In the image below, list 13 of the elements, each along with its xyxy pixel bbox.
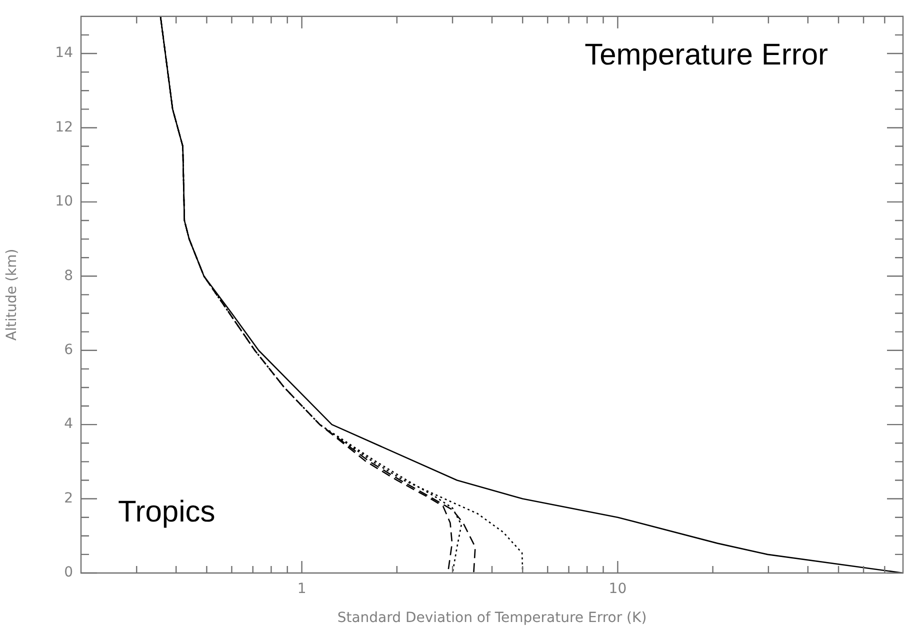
y-tick-label: 4 [64,416,74,432]
y-tick-label: 12 [55,119,73,136]
x-tick-label: 1 [297,581,306,598]
annotation: Temperature Error [584,38,828,72]
y-axis-title: Altitude (km) [4,248,20,341]
y-tick-label: 14 [55,45,74,62]
annotation: Tropics [118,495,216,528]
y-tick-label: 6 [64,342,74,358]
y-tick-label: 2 [64,490,73,506]
y-tick-label: 10 [55,194,73,210]
x-axis-title: Standard Deviation of Temperature Error (K) [337,610,647,626]
y-tick-label: 0 [64,564,73,581]
y-tick-label: 8 [64,268,73,284]
